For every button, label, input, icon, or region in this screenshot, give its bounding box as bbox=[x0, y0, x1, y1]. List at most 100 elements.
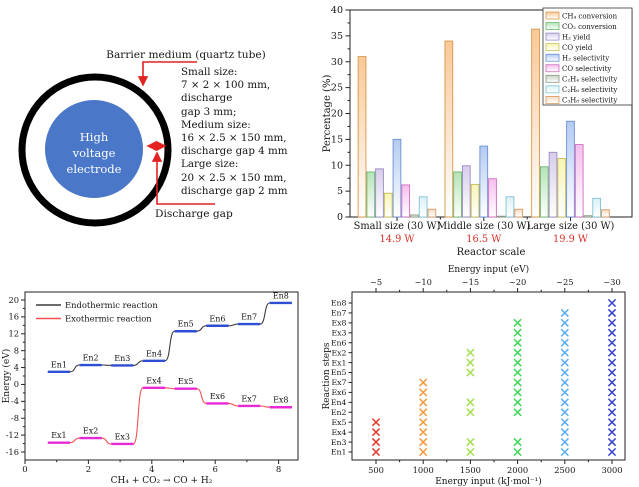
tick-label: 40 bbox=[331, 5, 343, 16]
bar bbox=[566, 120, 575, 218]
top-tick-label: ~25 bbox=[556, 277, 574, 287]
text-line: 20 × 2.5 × 150 mm, bbox=[181, 171, 287, 184]
legend-swatch bbox=[545, 43, 560, 52]
bar bbox=[366, 171, 376, 218]
reactor-diagram: High voltage electrode Barrier medium (q… bbox=[18, 49, 266, 227]
marker-x bbox=[371, 418, 381, 427]
power-label: 16.5 W bbox=[466, 234, 502, 245]
tick-label: -4 bbox=[11, 396, 19, 406]
marker-x bbox=[607, 338, 617, 347]
step-label: En5 bbox=[178, 320, 194, 329]
x-axis-title-top: Energy input (eV) bbox=[448, 264, 529, 275]
tick-label: 500 bbox=[368, 465, 384, 475]
marker-x bbox=[607, 358, 617, 367]
marker-x bbox=[419, 428, 428, 437]
marker-x bbox=[560, 308, 569, 318]
power-label: 14.9 W bbox=[380, 234, 416, 245]
scatter-chart: En1En3Ex4Ex5En2En4Ex6Ex7En5Ex1Ex2En6Ex3E… bbox=[322, 264, 626, 487]
bar bbox=[427, 208, 437, 218]
legend-swatch bbox=[545, 11, 560, 20]
y-axis-title: Percentage (%) bbox=[322, 75, 333, 153]
legend-swatch bbox=[545, 85, 560, 94]
step-label: Ex2 bbox=[83, 427, 98, 436]
marker-x bbox=[419, 378, 428, 387]
y-axis-title: Energy (eV) bbox=[1, 349, 12, 404]
bar bbox=[557, 158, 567, 218]
tick-label: 15 bbox=[331, 134, 343, 145]
y-category-label: En8 bbox=[331, 299, 347, 308]
step-label: Ex4 bbox=[146, 376, 161, 385]
bar bbox=[401, 184, 411, 218]
y-category-label: Ex5 bbox=[331, 418, 346, 427]
y-category-label: Ex4 bbox=[331, 428, 346, 437]
bar bbox=[531, 28, 540, 218]
text-line: Small size: bbox=[181, 66, 238, 78]
marker-x bbox=[560, 428, 569, 437]
legend-swatch bbox=[545, 64, 560, 73]
y-category-label: En4 bbox=[331, 398, 347, 407]
step-label: En2 bbox=[83, 354, 99, 363]
electrode-label-line3: electrode bbox=[67, 162, 122, 176]
top-tick-label: ~5 bbox=[370, 277, 382, 287]
tick-label: 20 bbox=[331, 109, 343, 120]
tick-label: 8 bbox=[14, 345, 19, 355]
marker-x bbox=[371, 447, 381, 457]
tick-label: 2000 bbox=[507, 465, 528, 475]
marker-x bbox=[371, 437, 381, 447]
marker-x bbox=[560, 338, 569, 347]
step-label: En1 bbox=[51, 360, 67, 369]
marker-x bbox=[466, 437, 475, 447]
marker-x bbox=[607, 368, 617, 377]
legend-label: H₂ yield bbox=[562, 33, 591, 41]
tick-label: 16 bbox=[8, 312, 19, 322]
tick-label: 10 bbox=[331, 160, 343, 171]
legend-label: CO selectivity bbox=[562, 65, 611, 73]
top-tick-label: ~15 bbox=[462, 277, 480, 287]
legend-swatch bbox=[545, 53, 560, 62]
tick-label: 12 bbox=[8, 329, 19, 339]
legend-swatch bbox=[545, 96, 560, 104]
y-category-label: En2 bbox=[331, 408, 347, 417]
marker-x bbox=[560, 368, 569, 377]
bar bbox=[383, 192, 393, 218]
step-label: Ex1 bbox=[51, 431, 66, 440]
bar bbox=[479, 145, 489, 218]
bar bbox=[496, 215, 506, 218]
tick-label: -12 bbox=[6, 430, 19, 440]
marker-x bbox=[560, 358, 569, 367]
marker-x bbox=[419, 388, 428, 397]
y-category-label: Ex6 bbox=[331, 388, 346, 397]
legend-swatch bbox=[545, 22, 560, 30]
category-label: Middle size (30 W) bbox=[437, 221, 530, 232]
tick-label: 8 bbox=[276, 465, 281, 475]
legend-label: H₂ selectivity bbox=[562, 55, 609, 63]
marker-x bbox=[513, 398, 522, 407]
marker-x bbox=[607, 428, 617, 437]
bar bbox=[592, 197, 602, 218]
barrier-medium-label: Barrier medium (quartz tube) bbox=[106, 49, 266, 61]
tick-label: 30 bbox=[331, 57, 343, 68]
y-category-label: Ex3 bbox=[331, 329, 346, 338]
tick-label: 0 bbox=[337, 212, 343, 223]
top-tick-label: ~30 bbox=[603, 277, 621, 287]
marker-x bbox=[513, 388, 522, 397]
category-label: Small size (30 W) bbox=[354, 221, 441, 232]
electrode-label-line1: High bbox=[80, 130, 109, 144]
marker-x bbox=[560, 408, 569, 417]
high-voltage-electrode bbox=[45, 100, 143, 198]
reaction-curve bbox=[47, 302, 292, 373]
step-label: Ex7 bbox=[241, 394, 256, 403]
text-line: Medium size: bbox=[181, 118, 251, 131]
reaction-curve bbox=[47, 387, 292, 445]
marker-x bbox=[560, 447, 569, 457]
marker-x bbox=[607, 388, 617, 397]
x-axis-title: Reactor scale bbox=[457, 247, 526, 258]
bar bbox=[505, 196, 515, 218]
marker-x bbox=[607, 447, 617, 457]
marker-x bbox=[466, 358, 475, 367]
legend-label: CH₄ conversion bbox=[562, 12, 618, 20]
marker-x bbox=[560, 418, 569, 427]
plot-frame bbox=[351, 291, 626, 461]
y-category-label: Ex1 bbox=[331, 358, 346, 367]
legend-label: C₂H₆ selectivity bbox=[562, 86, 617, 94]
